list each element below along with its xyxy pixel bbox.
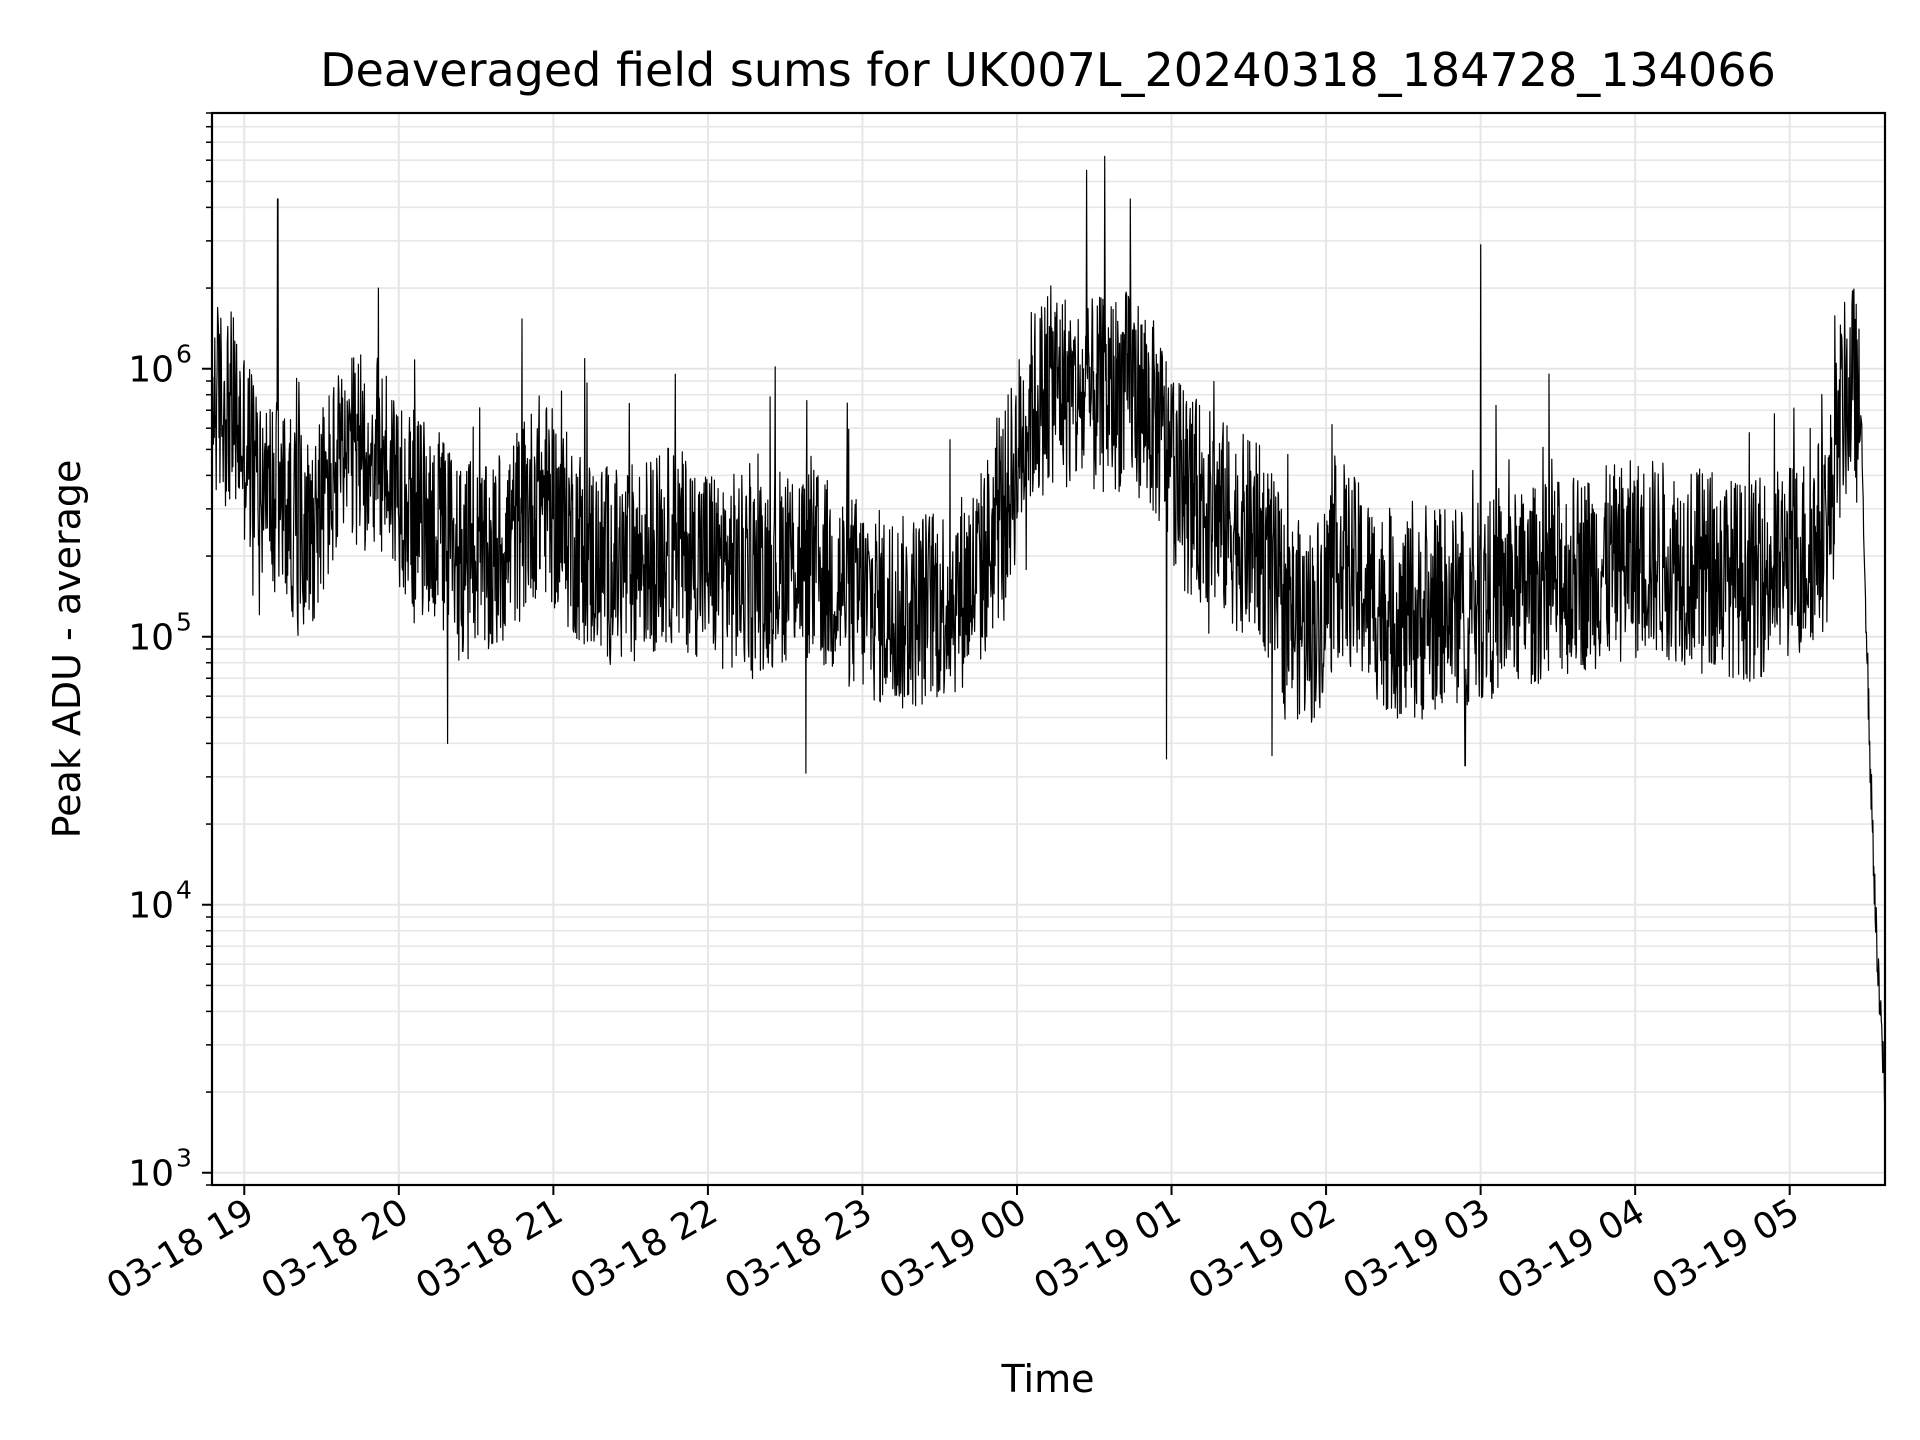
y-tick-exponent: 3 (176, 1144, 192, 1173)
x-axis-label: Time (1001, 1357, 1095, 1401)
y-axis-label: Peak ADU - average (45, 460, 89, 839)
plot-area (212, 155, 1885, 1103)
y-tick-exponent: 5 (176, 608, 192, 637)
y-tick-exponent: 4 (176, 876, 192, 905)
y-tick-label: 10 (128, 350, 174, 391)
y-tick-label: 10 (128, 618, 174, 659)
y-tick-exponent: 6 (176, 340, 192, 369)
chart-title: Deaveraged field sums for UK007L_2024031… (320, 43, 1776, 97)
series-line (212, 155, 1885, 1103)
y-tick-label: 10 (128, 1154, 174, 1195)
y-tick-label: 10 (128, 886, 174, 927)
grid (212, 112, 1885, 1186)
